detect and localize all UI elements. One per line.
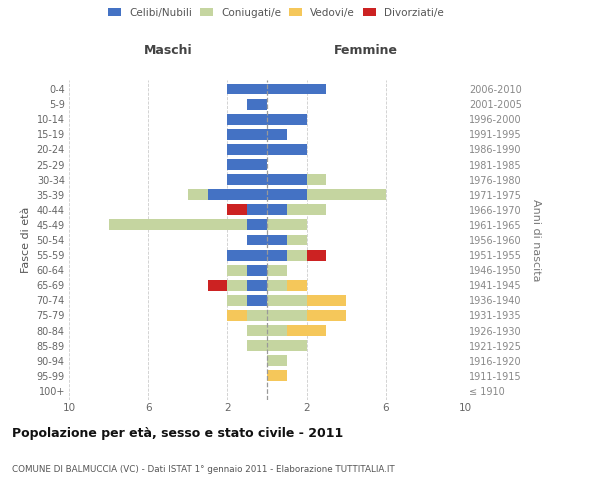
Bar [267,356,287,366]
Bar [267,250,287,260]
Bar [247,98,267,110]
Bar [287,250,307,260]
Bar [247,295,267,306]
Bar [267,280,287,290]
Bar [287,280,307,290]
Bar [267,340,307,351]
Bar [267,190,307,200]
Bar [307,310,346,321]
Bar [287,204,326,215]
Bar [267,204,287,215]
Bar [287,234,307,246]
Bar [227,144,267,155]
Bar [109,220,247,230]
Bar [307,190,386,200]
Bar [227,310,247,321]
Bar [267,144,307,155]
Bar [208,280,227,290]
Text: Femmine: Femmine [334,44,398,58]
Bar [227,114,267,124]
Legend: Celibi/Nubili, Coniugati/e, Vedovi/e, Divorziati/e: Celibi/Nubili, Coniugati/e, Vedovi/e, Di… [108,8,444,18]
Bar [247,280,267,290]
Bar [267,220,307,230]
Bar [247,325,267,336]
Bar [188,190,208,200]
Text: Popolazione per età, sesso e stato civile - 2011: Popolazione per età, sesso e stato civil… [12,428,343,440]
Bar [267,325,287,336]
Bar [287,325,326,336]
Bar [267,129,287,140]
Bar [267,84,326,94]
Bar [227,174,267,185]
Bar [227,84,267,94]
Bar [307,295,346,306]
Bar [267,114,307,124]
Bar [247,340,267,351]
Bar [267,234,287,246]
Bar [267,174,307,185]
Bar [227,204,247,215]
Bar [227,295,247,306]
Bar [247,220,267,230]
Bar [227,280,247,290]
Text: COMUNE DI BALMUCCIA (VC) - Dati ISTAT 1° gennaio 2011 - Elaborazione TUTTITALIA.: COMUNE DI BALMUCCIA (VC) - Dati ISTAT 1°… [12,466,395,474]
Y-axis label: Anni di nascita: Anni di nascita [532,198,541,281]
Bar [247,265,267,276]
Bar [267,295,307,306]
Text: Maschi: Maschi [143,44,193,58]
Bar [307,250,326,260]
Y-axis label: Fasce di età: Fasce di età [21,207,31,273]
Bar [247,310,267,321]
Bar [247,234,267,246]
Bar [208,190,267,200]
Bar [267,310,307,321]
Bar [267,370,287,382]
Bar [307,174,326,185]
Bar [227,159,267,170]
Bar [267,265,287,276]
Bar [227,250,267,260]
Bar [247,204,267,215]
Bar [227,265,247,276]
Bar [227,129,267,140]
